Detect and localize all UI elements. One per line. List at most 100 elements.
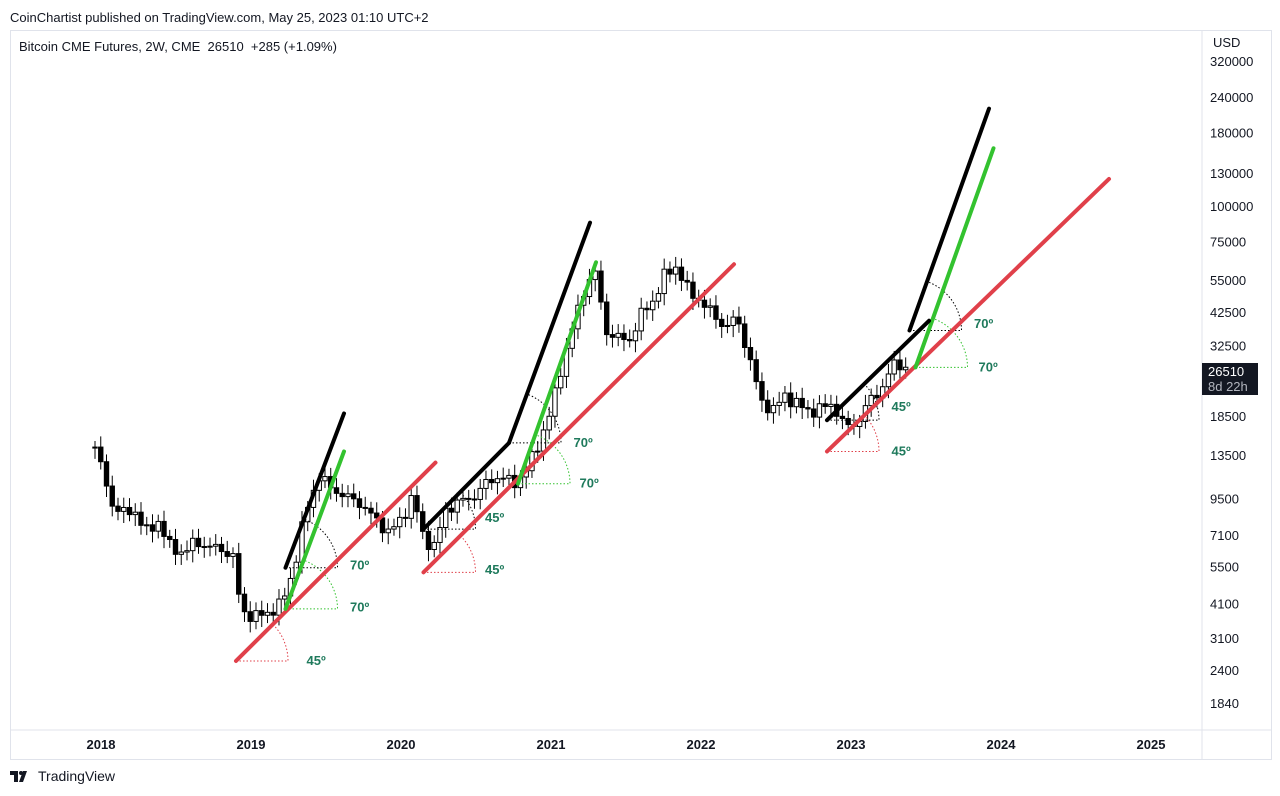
candle-down bbox=[874, 394, 880, 399]
red-angle-arc bbox=[423, 535, 477, 573]
candle-up bbox=[615, 332, 621, 338]
candle-up bbox=[816, 403, 823, 418]
candle-down bbox=[741, 323, 748, 348]
price-tick-label: 130000 bbox=[1210, 166, 1253, 181]
candle-down bbox=[270, 611, 276, 616]
candle-up bbox=[500, 477, 506, 480]
candle-down bbox=[489, 478, 495, 484]
candle-down bbox=[351, 493, 357, 500]
candle-down bbox=[604, 301, 610, 336]
candle-up bbox=[483, 478, 489, 489]
candle-down bbox=[103, 461, 110, 487]
candle-up bbox=[672, 266, 679, 275]
black-trendline bbox=[283, 411, 346, 570]
candle-down bbox=[747, 346, 754, 361]
price-tick-label: 13500 bbox=[1210, 448, 1246, 463]
candle-up bbox=[207, 545, 213, 548]
black-trendline bbox=[507, 220, 592, 445]
candle-up bbox=[184, 550, 190, 553]
candle-down bbox=[126, 506, 133, 516]
candle-down bbox=[764, 399, 771, 414]
candle-up bbox=[201, 546, 207, 549]
candle-down bbox=[839, 415, 846, 419]
time-tick-label: 2023 bbox=[837, 737, 866, 752]
candle-down bbox=[236, 553, 242, 595]
price-tick-label: 3100 bbox=[1210, 631, 1239, 646]
currency-label[interactable]: USD bbox=[1213, 35, 1241, 50]
candle-down bbox=[379, 517, 386, 534]
price-tick-label: 100000 bbox=[1210, 199, 1253, 214]
candle-down bbox=[787, 392, 794, 408]
candle-down bbox=[736, 316, 742, 325]
time-tick-label: 2018 bbox=[87, 737, 116, 752]
brand[interactable]: TradingView bbox=[10, 768, 115, 784]
candle-up bbox=[190, 537, 196, 552]
candle-up bbox=[92, 446, 98, 449]
candle-down bbox=[172, 539, 179, 555]
candle-up bbox=[443, 507, 449, 529]
time-tick-label: 2020 bbox=[387, 737, 416, 752]
candle-up bbox=[431, 541, 437, 550]
candle-down bbox=[161, 520, 167, 537]
candle-up bbox=[213, 543, 219, 547]
candle-up bbox=[546, 415, 552, 431]
angle-label: 70º bbox=[974, 316, 993, 331]
candle-up bbox=[724, 324, 731, 327]
candle-up bbox=[891, 359, 897, 375]
candle-down bbox=[667, 268, 673, 275]
candle-down bbox=[218, 543, 225, 553]
candle-down bbox=[247, 611, 253, 622]
candle-up bbox=[776, 401, 782, 406]
time-axis[interactable]: 2018 2019 2020 2021 2022 2023 2024 2025 bbox=[87, 737, 1166, 752]
candle-down bbox=[109, 485, 115, 507]
candle-up bbox=[178, 551, 184, 555]
candles bbox=[92, 256, 909, 633]
candle-down bbox=[845, 417, 851, 426]
candle-up bbox=[155, 520, 161, 532]
candle-down bbox=[713, 305, 719, 320]
candle-down bbox=[149, 524, 156, 532]
candle-down bbox=[195, 537, 202, 548]
candle-down bbox=[466, 497, 472, 500]
price-tick-label: 1840 bbox=[1210, 696, 1239, 711]
red-trendline bbox=[421, 262, 736, 575]
angle-label: 45º bbox=[307, 653, 326, 668]
candle-up bbox=[437, 527, 443, 543]
candle-down bbox=[98, 446, 104, 463]
candle-down bbox=[356, 498, 363, 508]
candle-down bbox=[471, 498, 478, 501]
candle-up bbox=[408, 495, 414, 519]
green-trendline bbox=[283, 449, 346, 611]
black-angle-arc bbox=[423, 492, 477, 530]
price-tick-label: 4100 bbox=[1210, 596, 1239, 611]
last-price-tag: 26510 8d 22h bbox=[1202, 363, 1258, 395]
red-trendline bbox=[234, 460, 438, 663]
black-trendline bbox=[421, 440, 511, 532]
price-tick-label: 2400 bbox=[1210, 663, 1239, 678]
price-tick-label: 5500 bbox=[1210, 560, 1239, 575]
tradingview-logo-icon bbox=[10, 769, 32, 783]
candle-up bbox=[770, 404, 777, 414]
candle-up bbox=[494, 478, 501, 484]
candle-down bbox=[690, 281, 696, 299]
candle-up bbox=[868, 394, 874, 407]
green-trendline bbox=[516, 260, 598, 486]
price-axis[interactable]: 320000 240000 180000 130000 100000 75000 55000… bbox=[1210, 54, 1253, 711]
candle-up bbox=[460, 497, 466, 501]
candle-down bbox=[259, 610, 265, 616]
black-trendline bbox=[825, 318, 931, 423]
candle-up bbox=[638, 307, 644, 332]
candle-up bbox=[506, 474, 512, 479]
symbol-legend[interactable]: Bitcoin CME Futures, 2W, CME 26510 +285 … bbox=[19, 39, 337, 54]
candle-up bbox=[322, 476, 328, 482]
candle-down bbox=[621, 332, 627, 341]
green-trendline bbox=[913, 146, 996, 370]
last-price: 26510 bbox=[1208, 364, 1245, 379]
candle-up bbox=[282, 595, 288, 600]
candle-up bbox=[902, 366, 909, 371]
candle-down bbox=[897, 359, 903, 371]
candle-down bbox=[374, 512, 380, 519]
angle-label: 70º bbox=[350, 557, 369, 572]
black-angle-arc bbox=[827, 383, 880, 421]
